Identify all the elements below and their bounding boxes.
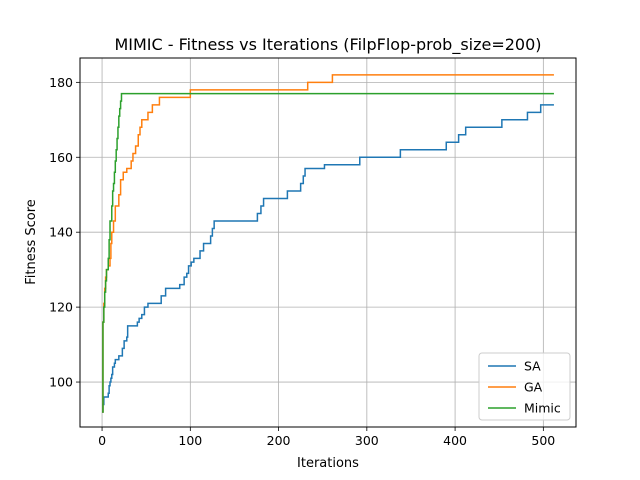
y-tick-label: 180 [49,75,73,90]
x-axis-label: Iterations [297,456,359,471]
legend-label-mimic: Mimic [524,401,561,416]
chart-title: MIMIC - Fitness vs Iterations (FilpFlop-… [114,35,541,55]
y-tick-label: 100 [49,375,73,390]
y-tick-label: 160 [49,150,73,165]
series-lines [102,74,554,413]
axis-ticks: 0 100 200 300 400 500 100 120 140 160 180 [49,75,555,448]
legend-label-ga: GA [524,380,543,395]
y-tick-label: 140 [49,225,73,240]
x-tick-label: 500 [531,433,555,448]
x-tick-label: 400 [443,433,467,448]
y-tick-label: 120 [49,300,73,315]
y-axis-label: Fitness Score [24,199,39,285]
series-line-mimic [102,92,554,413]
x-tick-label: 100 [178,433,202,448]
series-line-sa [102,104,554,413]
x-tick-label: 200 [267,433,291,448]
legend-label-sa: SA [524,359,541,374]
plot-frame [79,57,577,428]
legend-box [478,352,571,421]
x-tick-label: 300 [355,433,379,448]
x-tick-label: 0 [98,433,106,448]
legend: SA GA Mimic [478,352,571,421]
